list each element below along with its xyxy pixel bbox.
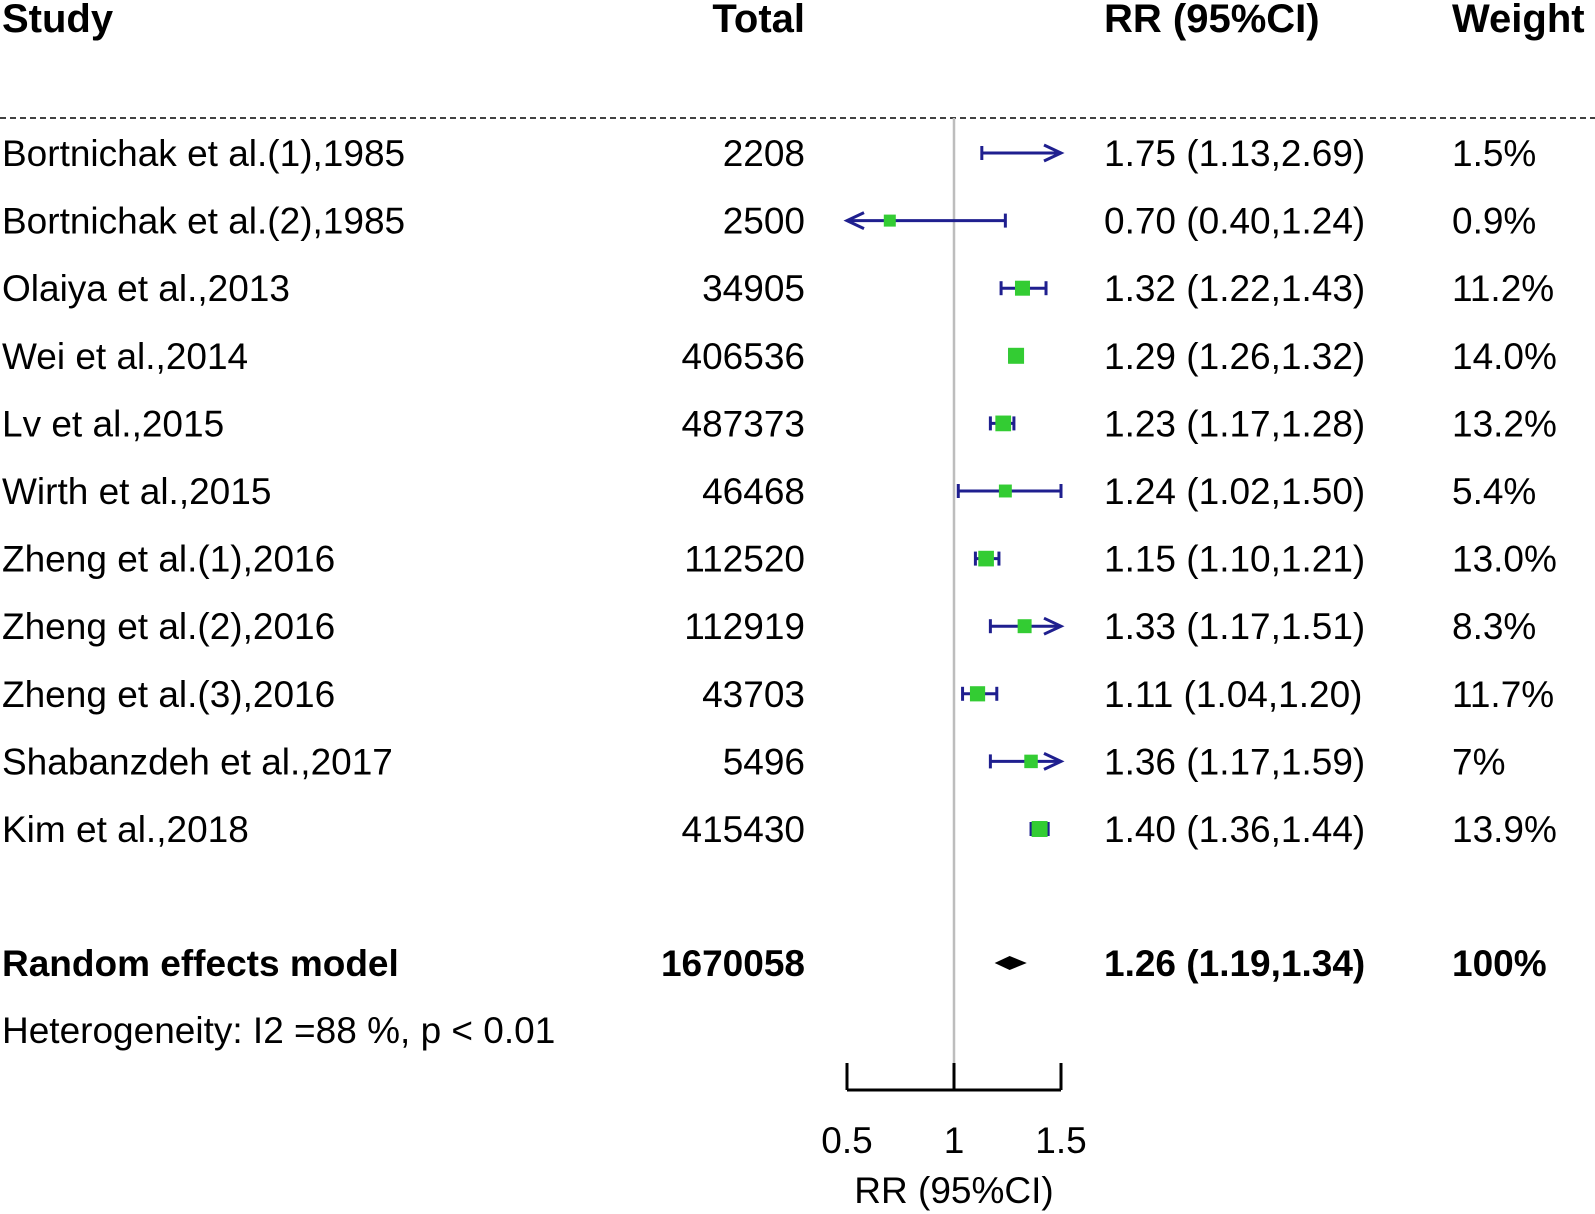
- study-total: 112520: [684, 539, 805, 580]
- study-weight: 5.4%: [1452, 471, 1536, 512]
- point-estimate: [978, 550, 994, 567]
- header-rr: RR (95%CI): [1104, 0, 1320, 41]
- study-row: Lv et al.,2015 487373 1.23 (1.17,1.28) 13.2…: [2, 403, 1557, 444]
- study-weight: 13.0%: [1452, 539, 1557, 580]
- point-estimate: [1024, 754, 1038, 769]
- study-ci-text: 1.24 (1.02,1.50): [1104, 471, 1365, 512]
- study-weight: 1.5%: [1452, 133, 1536, 174]
- study-weight: 0.9%: [1452, 201, 1536, 242]
- study-weight: 7%: [1452, 741, 1505, 782]
- study-label: Shabanzdeh et al.,2017: [2, 741, 393, 782]
- point-estimate: [1014, 280, 1030, 296]
- summary-diamond: [994, 956, 1027, 970]
- study-label: Zheng et al.(2),2016: [2, 606, 335, 647]
- study-row: Shabanzdeh et al.,2017 5496 1.36 (1.17,1.5…: [2, 741, 1505, 782]
- study-total: 46468: [702, 471, 805, 512]
- ci-arrow-right: [1043, 752, 1065, 771]
- study-total: 487373: [682, 403, 805, 444]
- study-row: Zheng et al.(2),2016 112919 1.33 (1.17,1.5…: [2, 606, 1536, 647]
- summary-weight: 100%: [1452, 943, 1547, 984]
- study-ci-text: 1.75 (1.13,2.69): [1104, 133, 1365, 174]
- study-ci-text: 1.36 (1.17,1.59): [1104, 741, 1365, 782]
- study-row: Kim et al.,2018 415430 1.40 (1.36,1.44) 13.…: [2, 809, 1557, 850]
- study-weight: 13.2%: [1452, 403, 1557, 444]
- study-ci-text: 1.15 (1.10,1.21): [1104, 539, 1365, 580]
- study-weight: 11.7%: [1452, 674, 1554, 715]
- study-total: 34905: [702, 268, 805, 309]
- study-row: Wei et al.,2014 406536 1.29 (1.26,1.32) 14.…: [2, 336, 1557, 377]
- ci-arrow-right: [1043, 143, 1065, 163]
- study-label: Bortnichak et al.(1),1985: [2, 133, 405, 174]
- study-total: 5496: [723, 741, 805, 782]
- study-label: Lv et al.,2015: [2, 403, 224, 444]
- study-label: Kim et al.,2018: [2, 809, 249, 850]
- study-ci-text: 0.70 (0.40,1.24): [1104, 201, 1365, 242]
- x-axis-label: RR (95%CI): [854, 1170, 1053, 1211]
- point-estimate: [1031, 821, 1048, 837]
- header-study: Study: [2, 0, 114, 41]
- study-label: Olaiya et al.,2013: [2, 268, 290, 309]
- study-ci-text: 1.32 (1.22,1.43): [1104, 268, 1365, 309]
- study-total: 2208: [723, 133, 805, 174]
- study-row: Olaiya et al.,2013 34905 1.32 (1.22,1.43) 1…: [2, 268, 1554, 309]
- study-row: Bortnichak et al.(2),1985 2500 0.70 (0.40,…: [2, 201, 1536, 242]
- study-label: Wirth et al.,2015: [2, 471, 271, 512]
- study-row: Zheng et al.(1),2016 112520 1.15 (1.10,1.2…: [2, 539, 1557, 580]
- study-label: Zheng et al.(3),2016: [2, 674, 335, 715]
- summary-label: Random effects model: [2, 943, 399, 984]
- study-total: 2500: [723, 201, 805, 242]
- x-tick-label: 1.5: [1035, 1120, 1086, 1161]
- point-estimate: [995, 415, 1012, 432]
- study-total: 43703: [702, 674, 805, 715]
- study-ci-text: 1.33 (1.17,1.51): [1104, 606, 1365, 647]
- header-total: Total: [712, 0, 805, 41]
- study-weight: 11.2%: [1452, 268, 1554, 309]
- study-weight: 8.3%: [1452, 606, 1536, 647]
- study-row: Wirth et al.,2015 46468 1.24 (1.02,1.50) 5.…: [2, 471, 1536, 512]
- header-weight: Weight: [1452, 0, 1585, 41]
- x-tick-label: 1: [944, 1120, 965, 1161]
- x-tick-label: 0.5: [821, 1120, 872, 1161]
- study-total: 406536: [682, 336, 805, 377]
- point-estimate: [969, 686, 986, 702]
- study-label: Bortnichak et al.(2),1985: [2, 201, 405, 242]
- point-estimate: [1008, 347, 1025, 364]
- study-ci-text: 1.40 (1.36,1.44): [1104, 809, 1365, 850]
- study-ci-text: 1.23 (1.17,1.28): [1104, 403, 1365, 444]
- study-row: Bortnichak et al.(1),1985 2208 1.75 (1.13,…: [2, 133, 1536, 174]
- study-ci-text: 1.29 (1.26,1.32): [1104, 336, 1365, 377]
- point-estimate: [883, 214, 896, 227]
- study-label: Wei et al.,2014: [2, 336, 248, 377]
- study-weight: 13.9%: [1452, 809, 1557, 850]
- ci-arrow-right: [1043, 616, 1065, 636]
- heterogeneity-text: Heterogeneity: I2 =88 %, p < 0.01: [2, 1010, 555, 1051]
- study-weight: 14.0%: [1452, 336, 1557, 377]
- point-estimate: [998, 484, 1012, 498]
- study-total: 415430: [682, 809, 805, 850]
- study-label: Zheng et al.(1),2016: [2, 539, 335, 580]
- study-row: Zheng et al.(3),2016 43703 1.11 (1.04,1.20…: [2, 674, 1554, 715]
- study-ci-text: 1.11 (1.04,1.20): [1104, 674, 1363, 715]
- summary-ci-text: 1.26 (1.19,1.34): [1104, 943, 1365, 984]
- point-estimate: [1017, 619, 1032, 634]
- study-total: 112919: [684, 606, 805, 647]
- summary-total: 1670058: [661, 943, 805, 984]
- ci-arrow-left: [843, 211, 865, 230]
